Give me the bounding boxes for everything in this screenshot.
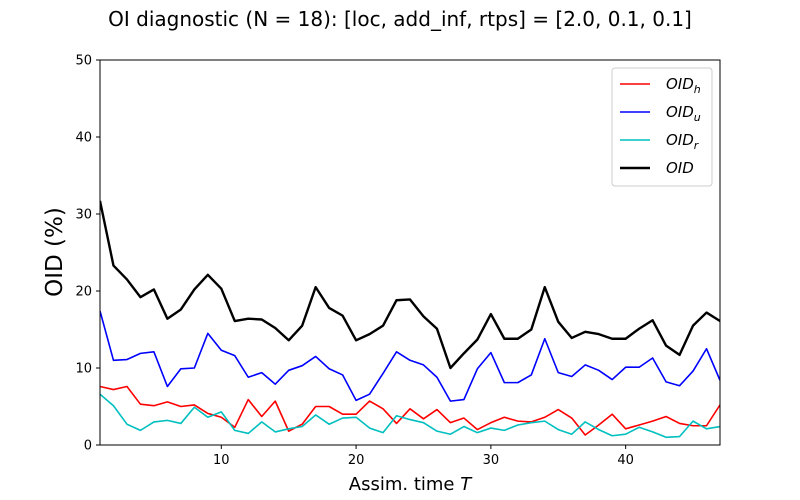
series-line-oid-h (100, 385, 720, 436)
x-tick-label: 40 (617, 453, 634, 468)
y-tick-label: 10 (75, 362, 92, 377)
chart-title: OI diagnostic (N = 18): [loc, add_inf, r… (108, 7, 692, 31)
x-axis-label: Assim. time T (349, 474, 473, 495)
legend: OIDh OIDu OIDr OID (611, 67, 713, 187)
series-line-oid (100, 200, 720, 370)
series-line-oid-u (100, 310, 720, 402)
y-tick-label: 30 (75, 208, 92, 223)
x-axis-label-symbol: T (460, 474, 473, 495)
y-axis-label: OID (%) (42, 207, 68, 297)
x-axis-label-text: Assim. time (349, 474, 460, 495)
plot-frame (99, 59, 721, 446)
legend-label-oid: OID (666, 159, 694, 177)
y-tick-label: 40 (75, 131, 92, 146)
legend-label-oid-h: OIDh (666, 75, 701, 96)
y-tick-label: 20 (75, 285, 92, 300)
series-line-oid-r (100, 393, 720, 439)
x-tick-label: 30 (483, 453, 500, 468)
legend-label-oid-u: OIDu (666, 103, 701, 124)
legend-box (611, 67, 713, 187)
x-tick-label: 10 (213, 453, 230, 468)
y-tick-label: 50 (75, 54, 92, 69)
legend-label-oid-r: OIDr (666, 131, 700, 152)
y-tick-label: 0 (84, 439, 92, 454)
x-tick-label: 20 (348, 453, 365, 468)
